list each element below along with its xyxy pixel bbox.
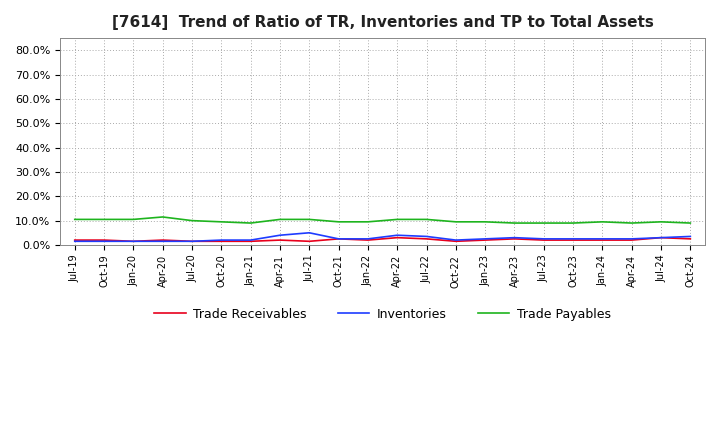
Trade Payables (305, 217, 314, 222)
Trade Payables (71, 217, 79, 222)
Trade Receivables (158, 238, 167, 243)
Trade Payables (129, 217, 138, 222)
Inventories (686, 234, 695, 239)
Inventories (451, 238, 460, 243)
Trade Payables (188, 218, 197, 223)
Trade Payables (217, 219, 225, 224)
Inventories (188, 238, 197, 244)
Inventories (217, 238, 225, 243)
Trade Receivables (100, 238, 109, 243)
Inventories (422, 234, 431, 239)
Trade Receivables (686, 236, 695, 242)
Trade Payables (686, 220, 695, 226)
Trade Receivables (539, 238, 548, 243)
Inventories (598, 236, 607, 242)
Trade Payables (627, 220, 636, 226)
Inventories (129, 238, 138, 244)
Trade Receivables (246, 238, 255, 244)
Trade Receivables (71, 238, 79, 243)
Legend: Trade Receivables, Inventories, Trade Payables: Trade Receivables, Inventories, Trade Pa… (150, 303, 616, 326)
Trade Receivables (627, 238, 636, 243)
Trade Receivables (276, 238, 284, 243)
Trade Payables (539, 220, 548, 226)
Trade Receivables (569, 238, 577, 243)
Inventories (569, 236, 577, 242)
Trade Payables (246, 220, 255, 226)
Trade Receivables (598, 238, 607, 243)
Trade Payables (393, 217, 402, 222)
Trade Receivables (217, 238, 225, 244)
Inventories (305, 230, 314, 235)
Trade Payables (569, 220, 577, 226)
Trade Payables (510, 220, 519, 226)
Trade Payables (276, 217, 284, 222)
Trade Receivables (305, 238, 314, 244)
Trade Receivables (481, 238, 490, 243)
Inventories (334, 236, 343, 242)
Trade Receivables (364, 238, 372, 243)
Trade Receivables (510, 236, 519, 242)
Trade Receivables (657, 235, 665, 240)
Inventories (100, 238, 109, 244)
Trade Receivables (188, 238, 197, 244)
Inventories (539, 236, 548, 242)
Line: Trade Receivables: Trade Receivables (75, 238, 690, 241)
Inventories (71, 238, 79, 244)
Trade Receivables (129, 238, 138, 244)
Inventories (657, 235, 665, 240)
Trade Payables (334, 219, 343, 224)
Trade Receivables (422, 236, 431, 242)
Trade Payables (451, 219, 460, 224)
Trade Receivables (393, 235, 402, 240)
Title: [7614]  Trend of Ratio of TR, Inventories and TP to Total Assets: [7614] Trend of Ratio of TR, Inventories… (112, 15, 654, 30)
Trade Receivables (451, 238, 460, 244)
Trade Payables (481, 219, 490, 224)
Trade Receivables (334, 236, 343, 242)
Inventories (510, 235, 519, 240)
Trade Payables (158, 214, 167, 220)
Trade Payables (657, 219, 665, 224)
Inventories (481, 236, 490, 242)
Inventories (246, 238, 255, 243)
Line: Inventories: Inventories (75, 233, 690, 241)
Line: Trade Payables: Trade Payables (75, 217, 690, 223)
Inventories (627, 236, 636, 242)
Trade Payables (364, 219, 372, 224)
Trade Payables (100, 217, 109, 222)
Inventories (364, 236, 372, 242)
Inventories (276, 233, 284, 238)
Trade Payables (422, 217, 431, 222)
Inventories (393, 233, 402, 238)
Trade Payables (598, 219, 607, 224)
Inventories (158, 238, 167, 244)
